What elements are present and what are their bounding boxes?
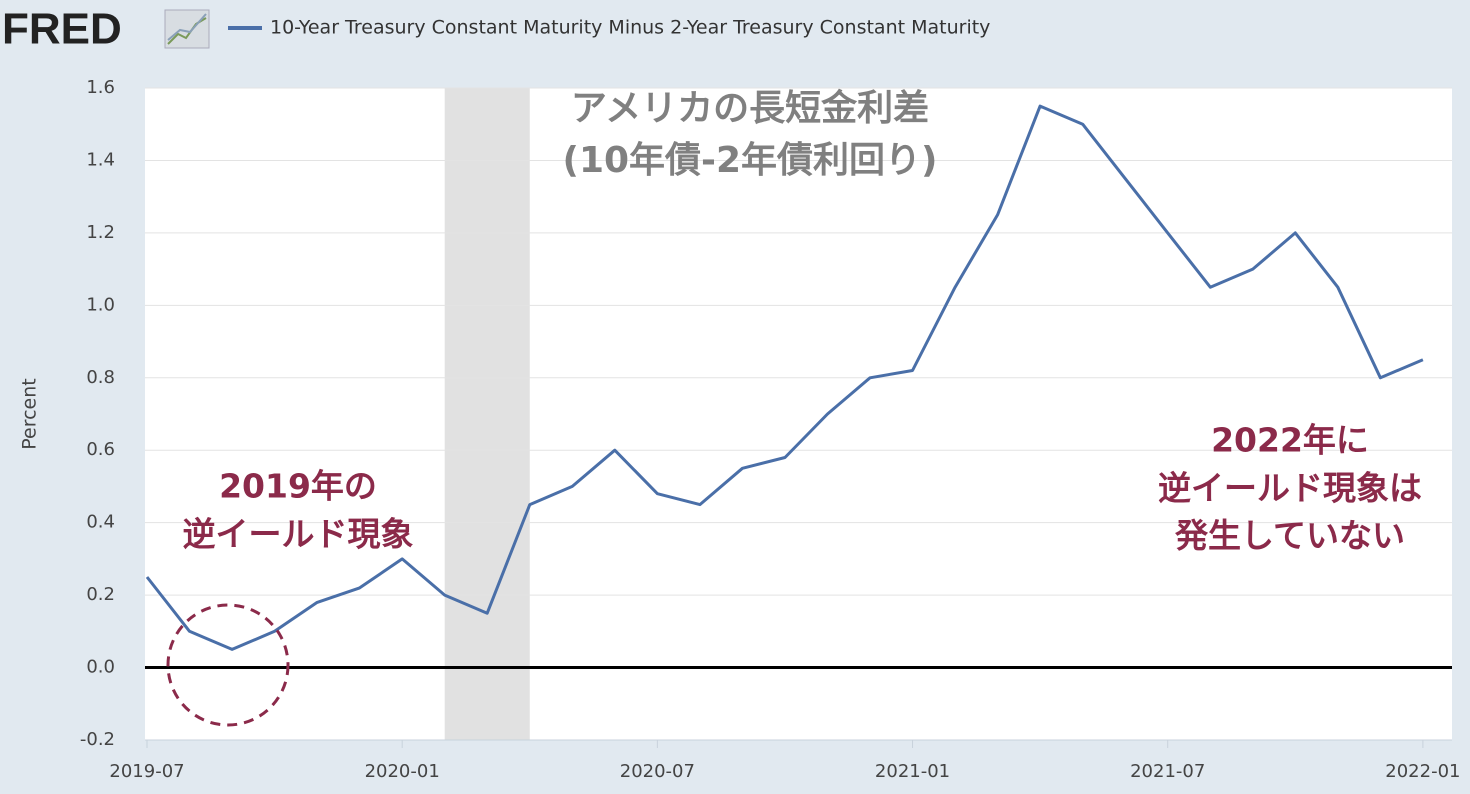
x-tick-label: 2020-07: [620, 761, 695, 782]
series-line: [145, 104, 1424, 651]
y-tick-label: 1.2: [86, 222, 115, 243]
annotation: 2022年に: [1211, 421, 1369, 460]
recession-band: [444, 88, 530, 740]
x-tick-label: 2020-01: [365, 761, 440, 782]
x-tick-label: 2021-07: [1130, 761, 1205, 782]
y-tick-label: 1.4: [86, 149, 115, 170]
y-tick-label: 0.8: [86, 367, 115, 388]
annotation: 逆イールド現象: [183, 514, 414, 553]
y-tick-label: -0.2: [80, 729, 115, 750]
annotation: 逆イールド現象は: [1158, 468, 1422, 507]
highlight-circle: [166, 603, 290, 727]
y-tick-label: 0.2: [86, 584, 115, 605]
plot-area: [145, 88, 1452, 740]
y-tick-label: 0.6: [86, 439, 115, 460]
x-tick-label: 2022-01: [1385, 761, 1460, 782]
annotation: (10年債-2年債利回り): [563, 140, 938, 181]
annotation: 発生していない: [1175, 516, 1405, 555]
annotation: アメリカの長短金利差: [571, 87, 929, 129]
y-tick-label: 0.4: [86, 512, 115, 533]
legend-label: 10-Year Treasury Constant Maturity Minus…: [270, 17, 990, 39]
y-tick-label: 1.0: [86, 294, 115, 315]
x-tick-label: 2019-07: [109, 761, 184, 782]
y-tick-label: 0.0: [86, 657, 115, 678]
annotation: 2019年の: [219, 467, 377, 506]
y-axis-label: Percent: [19, 378, 41, 450]
logo-icon: [164, 9, 210, 49]
y-tick-label: 1.6: [86, 77, 115, 98]
x-tick-label: 2021-01: [875, 761, 950, 782]
logo: FRED: [2, 5, 122, 54]
